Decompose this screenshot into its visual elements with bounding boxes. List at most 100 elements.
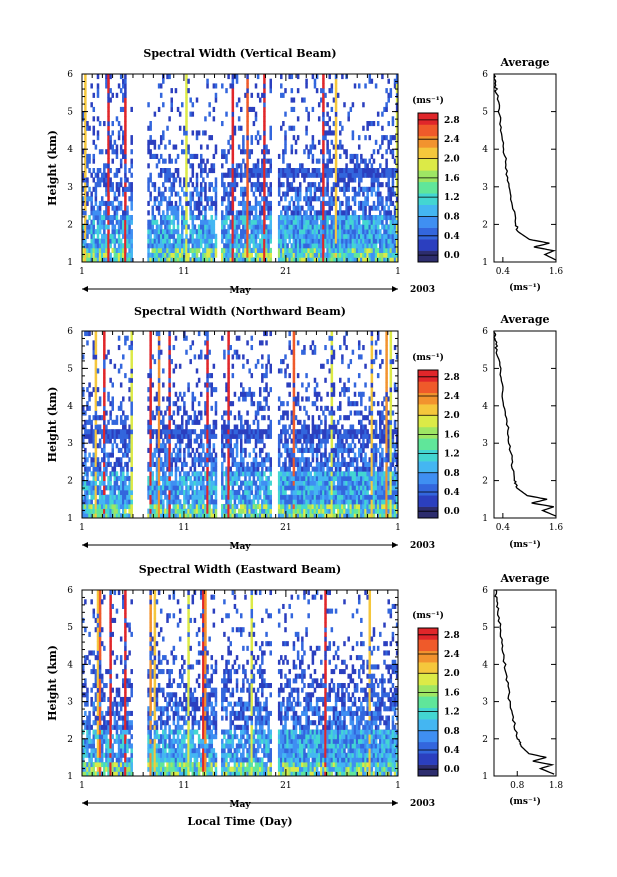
heatmap-cell xyxy=(370,172,374,178)
heatmap-cell xyxy=(280,215,283,221)
heatmap-cell xyxy=(290,489,294,496)
heatmap-cell xyxy=(280,168,283,174)
heatmap-cell xyxy=(227,494,230,500)
heatmap-cell xyxy=(157,368,161,374)
heatmap-cell xyxy=(82,247,85,253)
heatmap-cell xyxy=(128,387,131,393)
heatmap-cell xyxy=(332,168,336,174)
heatmap-cell xyxy=(246,111,249,117)
heatmap-cell xyxy=(166,177,169,183)
heatmap-cell xyxy=(265,494,268,500)
heatmap-cell xyxy=(212,186,216,192)
heatmap-cell xyxy=(187,247,190,253)
heatmap-cell xyxy=(193,415,197,421)
heatmap-cell xyxy=(117,200,121,206)
heatmap-cell xyxy=(204,182,207,188)
heatmap-cell xyxy=(210,508,214,514)
heatmap-cell xyxy=(199,410,203,416)
heatmap-cell xyxy=(258,210,262,216)
heatmap-cell xyxy=(385,182,388,188)
heatmap-cell xyxy=(265,243,268,249)
heatmap-cell xyxy=(147,219,150,225)
heatmap-cell xyxy=(341,177,344,183)
heatmap-cell xyxy=(176,433,180,439)
heatmap-cell xyxy=(176,238,180,244)
heatmap-cell xyxy=(252,419,256,425)
heatmap-cell xyxy=(185,111,188,117)
heatmap-cell xyxy=(88,153,91,159)
heatmap-cell xyxy=(225,382,228,388)
heatmap-cell xyxy=(362,215,365,221)
heatmap-cell xyxy=(233,186,237,192)
heatmap-cell xyxy=(320,257,323,263)
heatmap-cell xyxy=(210,466,214,472)
heatmap-cell xyxy=(252,215,256,221)
heatmap-cell xyxy=(107,429,110,435)
heatmap-cell xyxy=(166,452,169,458)
heatmap-cell xyxy=(92,494,96,500)
heatmap-cell xyxy=(393,215,397,221)
heatmap-cell xyxy=(199,163,203,169)
heatmap-cell xyxy=(113,233,117,239)
colorbar-segment xyxy=(418,204,438,217)
heatmap-cell xyxy=(269,257,272,263)
heatmap-cell xyxy=(191,461,195,467)
heatmap-cell xyxy=(113,224,117,230)
heatmap-cell xyxy=(117,135,121,141)
heatmap-cell xyxy=(105,215,108,221)
heatmap-cell xyxy=(130,247,133,253)
heatmap-cell xyxy=(246,172,249,178)
heatmap-cell xyxy=(212,219,216,225)
heatmap-cell xyxy=(298,471,302,477)
heatmap-cell xyxy=(292,335,296,341)
heatmap-cell xyxy=(147,513,150,519)
heatmap-cell xyxy=(113,513,117,519)
heatmap-cell xyxy=(267,243,270,249)
heatmap-cell xyxy=(288,503,291,510)
heatmap-cell xyxy=(119,144,123,150)
heatmap-cell xyxy=(379,182,382,188)
heatmap-cell xyxy=(280,247,283,253)
heatmap-cell xyxy=(119,238,123,244)
heatmap-cell xyxy=(379,196,382,202)
heatmap-cell xyxy=(130,139,133,145)
heatmap-cell xyxy=(221,471,224,477)
heatmap-cell xyxy=(320,219,323,225)
heatmap-cell xyxy=(199,186,203,192)
heatmap-cell xyxy=(395,139,399,145)
heatmap-cell xyxy=(284,480,287,486)
heatmap-cell xyxy=(248,480,251,486)
heatmap-cell xyxy=(330,224,334,230)
heatmap-cell xyxy=(159,485,163,491)
heatmap-cell xyxy=(252,494,256,500)
heatmap-cell xyxy=(322,200,325,206)
heatmap-cell xyxy=(263,182,266,188)
heatmap-cell xyxy=(231,191,235,197)
heatmap-cell xyxy=(183,475,186,482)
heatmap-cell xyxy=(294,252,298,258)
heatmap-cell xyxy=(122,233,125,239)
heatmap-cell xyxy=(351,224,355,230)
heatmap-cell xyxy=(339,252,342,258)
heatmap-cell xyxy=(92,513,96,519)
heatmap-cell xyxy=(128,489,131,496)
heatmap-cell xyxy=(162,503,165,510)
heatmap-cell xyxy=(315,74,319,80)
heatmap-cell xyxy=(199,443,203,449)
heatmap-cell xyxy=(162,485,165,491)
heatmap-cell xyxy=(208,503,211,510)
heatmap-cell xyxy=(345,224,348,230)
heatmap-cell xyxy=(320,215,323,221)
heatmap-cell xyxy=(280,466,283,472)
heatmap-cell xyxy=(395,243,399,249)
heatmap-cell xyxy=(195,182,199,188)
heatmap-cell xyxy=(122,106,125,112)
heatmap-cell xyxy=(130,489,133,496)
heatmap-cell xyxy=(282,424,285,430)
heatmap-cell xyxy=(210,229,214,235)
heatmap-cell xyxy=(248,172,251,178)
heatmap-cell xyxy=(231,238,235,244)
heatmap-cell xyxy=(292,368,296,374)
heatmap-cell xyxy=(381,172,384,178)
heatmap-cell xyxy=(334,111,338,117)
